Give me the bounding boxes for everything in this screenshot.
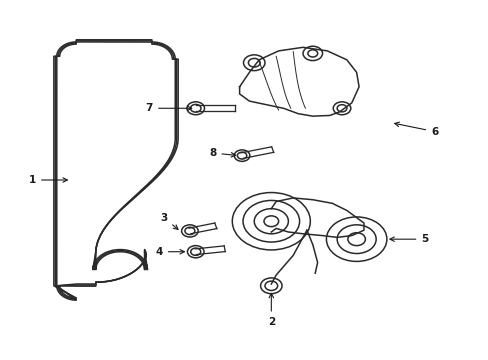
Text: 3: 3 [160, 213, 178, 229]
Text: 4: 4 [155, 247, 184, 257]
Text: 5: 5 [389, 234, 427, 244]
Text: 6: 6 [394, 122, 437, 136]
Text: 1: 1 [29, 175, 67, 185]
Text: 8: 8 [209, 148, 235, 158]
Text: 7: 7 [145, 103, 191, 113]
Text: 2: 2 [267, 293, 274, 327]
